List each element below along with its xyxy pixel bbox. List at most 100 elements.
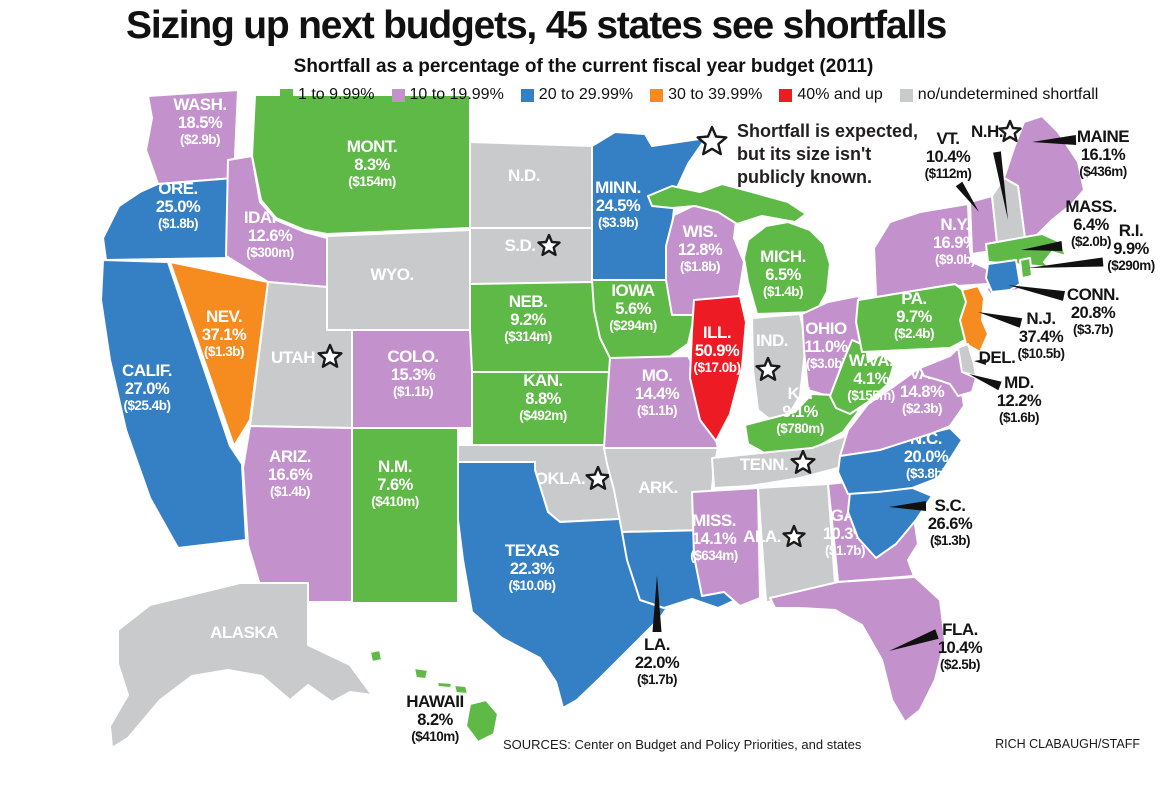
state-shape-nd — [469, 141, 593, 229]
state-label: DEL. — [979, 348, 1016, 367]
state-pct: 8.3% — [354, 156, 390, 174]
state-amt: ($3.0b) — [806, 356, 846, 371]
state-pct: 50.9% — [695, 342, 740, 360]
legend-item: 30 to 39.99% — [650, 86, 762, 104]
state-shape-alaska — [109, 582, 373, 749]
state-pct: 27.0% — [125, 380, 170, 398]
credit-line: RICH CLABAUGH/STAFF — [995, 737, 1140, 751]
state-wash: WASH.18.5%($2.9b) — [145, 89, 239, 185]
state-shape-hawaii — [413, 667, 429, 680]
state-label: WASH. — [173, 95, 226, 114]
state-nm: N.M.7.6%($410m) — [351, 427, 459, 604]
state-label: ARIZ. — [269, 447, 311, 466]
state-label: MD. — [1004, 373, 1034, 392]
state-tenn: TENN. — [711, 431, 857, 489]
state-label: UTAH — [271, 348, 315, 367]
shortfall-expected-star-icon — [790, 449, 816, 474]
state-nd: N.D. — [469, 141, 593, 229]
state-pa: PA.9.7%($2.4b) — [855, 283, 974, 353]
state-kan: KAN.8.8%($492m) — [471, 371, 627, 446]
state-label: VT. — [936, 129, 959, 148]
legend-swatch-blue — [520, 88, 534, 102]
state-label: ALASKA — [210, 623, 278, 642]
state-wyo: WYO. — [326, 229, 473, 331]
shortfall-expected-star-icon — [998, 119, 1022, 143]
state-amt: ($17.0b) — [693, 360, 740, 375]
legend-label: no/undetermined shortfall — [917, 86, 1099, 103]
shortfall-expected-star-icon — [585, 465, 611, 490]
state-wva: W.VA.4.1%($155m) — [829, 339, 895, 415]
state-pct: 5.6% — [615, 300, 651, 318]
state-shape-mich — [743, 221, 831, 315]
page-title: Sizing up next budgets, 45 states see sh… — [126, 4, 947, 47]
state-amt: ($314m) — [504, 329, 552, 344]
state-pct: 14.4% — [635, 385, 680, 403]
state-pct: 9.9% — [1113, 240, 1149, 258]
legend-item: 1 to 9.99% — [280, 86, 375, 104]
state-calif: CALIF.27.0%($25.4b) — [100, 259, 247, 549]
state-label: WIS. — [683, 222, 718, 241]
state-pct: 12.8% — [678, 241, 723, 259]
state-amt: ($1.8b) — [158, 216, 198, 231]
state-label: MINN. — [595, 178, 641, 197]
state-fla: FLA.10.4%($2.5b) — [769, 576, 983, 723]
state-amt: ($290m) — [1107, 258, 1155, 273]
shortfall-expected-star-icon — [755, 356, 781, 381]
state-label: N.J. — [1026, 309, 1055, 328]
legend-label: 1 to 9.99% — [298, 86, 375, 103]
state-sd: S.D. — [469, 227, 593, 285]
shortfall-expected-star-icon — [782, 524, 806, 548]
state-shape-calif — [100, 259, 247, 549]
state-pct: 12.6% — [248, 227, 293, 245]
state-vt: VT.10.4%($112m) — [925, 129, 999, 255]
note-line: but its size isn't — [737, 144, 872, 164]
state-label: PA. — [901, 289, 927, 308]
state-label: OHIO — [805, 319, 847, 338]
legend-swatch-green — [280, 88, 293, 102]
legend-label: 10 to 19.99% — [409, 86, 504, 103]
state-label: R.I. — [1119, 221, 1143, 240]
state-mont: MONT.8.3%($154m) — [251, 94, 471, 235]
legend-swatch-gray — [899, 88, 913, 102]
state-pct: 22.0% — [635, 654, 680, 672]
state-label: ARK. — [638, 478, 678, 497]
state-shape-ri — [1019, 257, 1033, 279]
state-label: W.VA. — [849, 351, 893, 370]
legend-item: 10 to 19.99% — [391, 86, 504, 104]
state-amt: ($2.9b) — [180, 132, 220, 147]
callout-pointer — [993, 151, 1008, 220]
callout-pointer — [978, 312, 1023, 328]
state-label: NEV. — [206, 307, 242, 326]
state-amt: ($294m) — [609, 318, 657, 333]
state-label: N.H. — [971, 122, 1003, 141]
state-amt: ($1.7b) — [825, 543, 865, 558]
state-label: MICH. — [760, 247, 806, 266]
state-del: DEL. — [957, 343, 1016, 377]
state-label: ORE. — [158, 179, 198, 198]
subtitle: Shortfall as a percentage of the current… — [293, 56, 874, 77]
state-label: COLO. — [387, 347, 438, 366]
callout-pointer — [889, 501, 927, 511]
state-label: N.M. — [378, 457, 412, 476]
callout-pointer — [889, 629, 939, 651]
state-amt: ($1.8b) — [680, 259, 720, 274]
state-shape-mich — [647, 183, 807, 225]
state-pct: 9.7% — [896, 308, 932, 326]
state-pct: 10.4% — [938, 639, 983, 657]
state-amt: ($410m) — [411, 729, 459, 744]
state-label: HAWAII — [406, 692, 463, 711]
state-label: KY. — [788, 384, 813, 403]
state-shape-nm — [351, 427, 459, 604]
state-amt: ($780m) — [776, 421, 824, 436]
state-amt: ($1.1b) — [393, 384, 433, 399]
state-label: TENN. — [740, 455, 789, 474]
state-amt: ($2.5b) — [940, 657, 980, 672]
state-pct: 9.1% — [782, 403, 818, 421]
state-amt: ($634m) — [690, 548, 738, 563]
state-label: MISS. — [692, 511, 736, 530]
state-label: TEXAS — [505, 541, 559, 560]
callout-pointer — [1028, 257, 1104, 268]
state-mich: MICH.6.5%($1.4b) — [647, 183, 831, 315]
state-shape-hawaii — [369, 649, 383, 663]
shortfall-expected-star-icon — [537, 233, 561, 257]
